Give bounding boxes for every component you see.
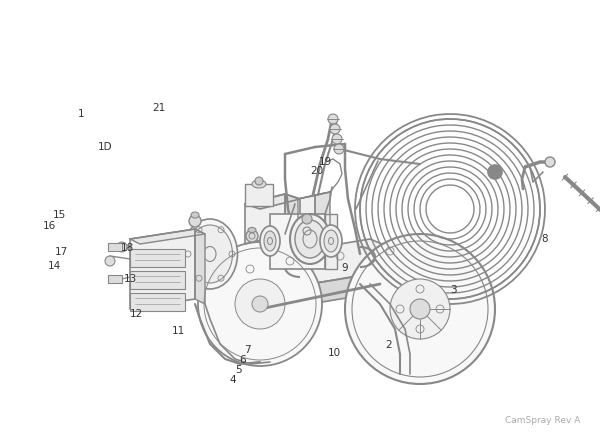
Polygon shape	[245, 194, 300, 209]
Circle shape	[545, 158, 555, 168]
Ellipse shape	[290, 215, 330, 265]
Circle shape	[334, 145, 344, 155]
Text: CamSpray Rev A: CamSpray Rev A	[505, 415, 580, 424]
Circle shape	[345, 234, 495, 384]
Polygon shape	[220, 240, 430, 290]
Text: 10: 10	[328, 348, 341, 357]
Ellipse shape	[324, 230, 338, 252]
Text: 8: 8	[541, 234, 548, 244]
Circle shape	[189, 215, 201, 227]
Polygon shape	[195, 230, 205, 304]
Circle shape	[246, 230, 258, 243]
Bar	[108, 244, 122, 251]
Bar	[325, 215, 337, 269]
Bar	[270, 215, 325, 269]
Text: 16: 16	[43, 221, 56, 230]
Ellipse shape	[264, 231, 276, 251]
Text: 3: 3	[449, 284, 457, 294]
Text: 18: 18	[121, 243, 134, 252]
Ellipse shape	[191, 212, 199, 219]
Text: 15: 15	[53, 210, 66, 219]
Polygon shape	[220, 265, 280, 309]
Circle shape	[410, 299, 430, 319]
Text: 2: 2	[385, 339, 392, 349]
Circle shape	[105, 256, 115, 266]
Circle shape	[252, 297, 268, 312]
Ellipse shape	[320, 226, 342, 258]
Ellipse shape	[182, 219, 238, 290]
Bar	[108, 276, 122, 283]
Text: 13: 13	[124, 273, 137, 283]
Polygon shape	[245, 194, 285, 244]
Bar	[130, 293, 185, 311]
Text: 14: 14	[47, 260, 61, 270]
Ellipse shape	[252, 180, 266, 189]
Text: 19: 19	[319, 156, 332, 166]
Ellipse shape	[248, 228, 256, 233]
Ellipse shape	[187, 226, 233, 283]
Bar	[245, 184, 273, 207]
Polygon shape	[280, 265, 430, 309]
Text: 11: 11	[172, 326, 185, 336]
Text: 5: 5	[235, 364, 242, 374]
Text: 12: 12	[130, 308, 143, 318]
Text: 21: 21	[152, 102, 166, 112]
Text: 1D: 1D	[98, 142, 112, 152]
Circle shape	[302, 215, 312, 225]
Circle shape	[332, 135, 342, 145]
Text: 9: 9	[341, 262, 349, 272]
Polygon shape	[130, 230, 205, 244]
Circle shape	[255, 177, 263, 186]
Bar	[130, 249, 185, 267]
Circle shape	[390, 279, 450, 339]
Polygon shape	[315, 193, 330, 240]
Polygon shape	[130, 230, 195, 309]
Ellipse shape	[260, 226, 280, 256]
Text: 4: 4	[229, 374, 236, 384]
Text: 7: 7	[244, 344, 251, 354]
Circle shape	[328, 115, 338, 125]
Circle shape	[488, 166, 502, 180]
Polygon shape	[298, 195, 315, 244]
Circle shape	[198, 243, 322, 366]
Text: 6: 6	[239, 354, 247, 364]
Circle shape	[117, 243, 127, 252]
Text: 1: 1	[77, 109, 85, 119]
Circle shape	[330, 125, 340, 135]
Text: 20: 20	[310, 166, 323, 176]
Text: 17: 17	[55, 247, 68, 257]
Polygon shape	[285, 194, 300, 240]
Circle shape	[235, 279, 285, 329]
Bar	[130, 272, 185, 290]
Ellipse shape	[295, 220, 325, 258]
Polygon shape	[298, 193, 330, 200]
